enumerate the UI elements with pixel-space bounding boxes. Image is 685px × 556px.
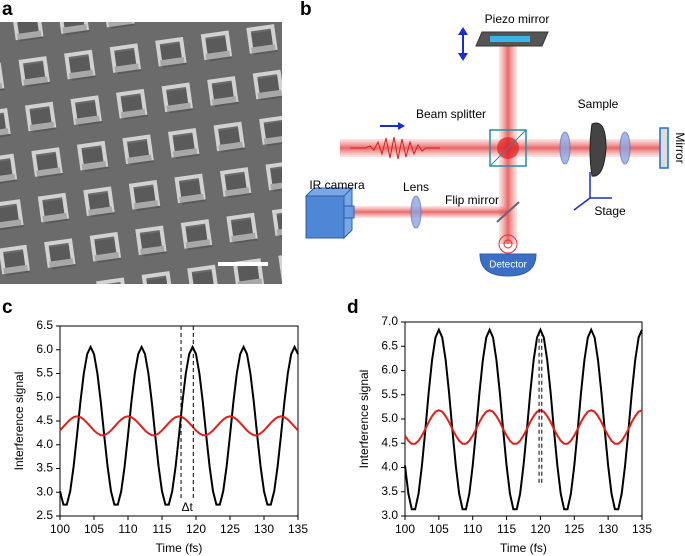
- y-tick-label: 3.0: [36, 484, 53, 498]
- series-line: [59, 415, 299, 437]
- diagram-label: IR camera: [309, 178, 365, 192]
- y-tick-label: 3.5: [381, 484, 398, 498]
- x-tick-label: 105: [84, 522, 104, 536]
- y-tick-label: 2.5: [36, 508, 53, 522]
- panel-label: c: [2, 297, 13, 318]
- diagram-label: Piezo mirror: [485, 12, 550, 26]
- panel-label: d: [347, 297, 359, 318]
- annotation: Δt: [181, 500, 193, 514]
- plot-frame: [404, 321, 643, 517]
- y-tick-label: 4.0: [381, 460, 398, 474]
- x-tick-label: 135: [632, 522, 652, 536]
- y-tick-label: 5.0: [36, 389, 53, 403]
- diagram-label: Beam splitter: [416, 107, 486, 121]
- x-tick-label: 110: [463, 522, 482, 536]
- x-axis-label: Time (fs): [500, 541, 547, 555]
- y-axis-label: Interference signal: [12, 372, 26, 471]
- x-axis-label: Time (fs): [156, 541, 203, 555]
- x-tick-label: 110: [118, 522, 137, 536]
- series-line: [404, 327, 643, 511]
- y-tick-label: 6.0: [36, 342, 53, 356]
- x-tick-label: 105: [429, 522, 449, 536]
- x-tick-label: 100: [50, 522, 70, 536]
- series-line: [59, 344, 299, 506]
- y-tick-label: 6.0: [381, 363, 398, 377]
- y-tick-label: 6.5: [381, 338, 398, 352]
- x-tick-label: 125: [220, 522, 240, 536]
- setup-diagram: [304, 27, 669, 277]
- x-tick-label: 125: [564, 522, 584, 536]
- diagram-label: Mirror: [673, 132, 685, 163]
- diagram-label: Stage: [594, 204, 626, 218]
- diagram-label: Detector: [489, 260, 527, 271]
- x-tick-label: 130: [598, 522, 618, 536]
- plot-frame: [59, 325, 299, 517]
- y-tick-label: 5.5: [381, 387, 398, 401]
- x-tick-label: 115: [152, 522, 171, 536]
- sem-image: [0, 22, 282, 284]
- x-tick-label: 100: [395, 522, 415, 536]
- x-tick-label: 120: [186, 522, 206, 536]
- x-tick-label: 115: [497, 522, 516, 536]
- panel-label: b: [300, 0, 312, 20]
- x-tick-label: 135: [288, 522, 308, 536]
- y-tick-label: 5.0: [381, 411, 398, 425]
- y-tick-label: 4.5: [36, 413, 53, 427]
- series-line: [404, 409, 643, 445]
- diagram-label: Flip mirror: [445, 193, 499, 207]
- y-tick-label: 5.5: [36, 366, 53, 380]
- diagram-label: Sample: [578, 97, 619, 111]
- y-tick-label: 7.0: [381, 314, 398, 328]
- y-tick-label: 4.0: [36, 437, 53, 451]
- x-tick-label: 120: [530, 522, 550, 536]
- panel-label: a: [2, 0, 13, 20]
- y-tick-label: 3.0: [381, 508, 398, 522]
- y-axis-label: Interference signal: [357, 370, 371, 469]
- diagram-label: Lens: [403, 180, 429, 194]
- y-tick-label: 3.5: [36, 461, 53, 475]
- x-tick-label: 130: [254, 522, 274, 536]
- y-tick-label: 6.5: [36, 318, 53, 332]
- y-tick-label: 4.5: [381, 435, 398, 449]
